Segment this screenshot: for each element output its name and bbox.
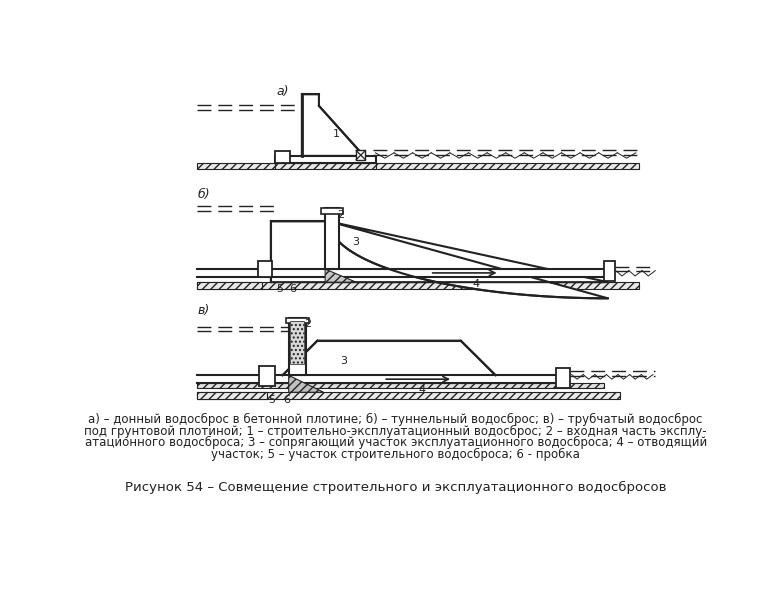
Bar [325,208,339,269]
Text: 4: 4 [472,279,480,289]
Bar [321,208,343,215]
Text: а) – донный водосброс в бетонной плотине; б) – туннельный водосброс; в) – трубча: а) – донный водосброс в бетонной плотине… [89,413,703,426]
Text: 6: 6 [283,395,290,405]
Bar [198,383,604,388]
Bar [275,163,375,169]
Bar [290,321,304,364]
Bar [198,392,620,399]
Bar [198,375,557,383]
Polygon shape [325,269,356,282]
Bar [198,282,262,289]
Text: 2: 2 [304,319,311,329]
Polygon shape [289,375,323,392]
Polygon shape [302,95,364,156]
Bar [356,150,365,160]
Bar [198,163,275,169]
Text: участок; 5 – участок строительного водосброса; 6 - пробка: участок; 5 – участок строительного водос… [212,448,580,461]
Text: 1: 1 [334,129,340,139]
Bar [373,163,639,169]
Bar [198,269,608,277]
Bar [259,366,275,386]
Text: 5: 5 [276,284,283,295]
Text: 6: 6 [289,284,296,295]
Bar [289,318,306,375]
Polygon shape [283,341,496,375]
Text: Рисунок 54 – Совмещение строительного и эксплуатационного водосбросов: Рисунок 54 – Совмещение строительного и … [125,481,666,494]
Bar [604,261,615,281]
Bar [286,318,309,323]
Text: атационного водосброса; 3 – сопрягающий участок эксплуатационного водосброса; 4 : атационного водосброса; 3 – сопрягающий … [84,436,707,449]
Bar [275,152,290,163]
Bar [198,392,267,399]
Text: 5: 5 [268,395,275,405]
Text: в): в) [198,304,209,317]
Text: б): б) [198,188,210,201]
Text: под грунтовой плотиной; 1 – строительно-эксплуатационный водосброс; 2 – входная : под грунтовой плотиной; 1 – строительно-… [84,425,707,438]
Text: 2: 2 [337,210,344,220]
Text: 3: 3 [352,237,359,247]
Bar [198,282,639,289]
Text: 4: 4 [418,385,425,395]
Text: 3: 3 [340,356,347,366]
Polygon shape [271,221,608,298]
Bar [198,84,631,176]
Bar [258,261,272,277]
Bar [275,156,375,163]
Bar [556,368,570,388]
Text: а): а) [276,85,289,98]
